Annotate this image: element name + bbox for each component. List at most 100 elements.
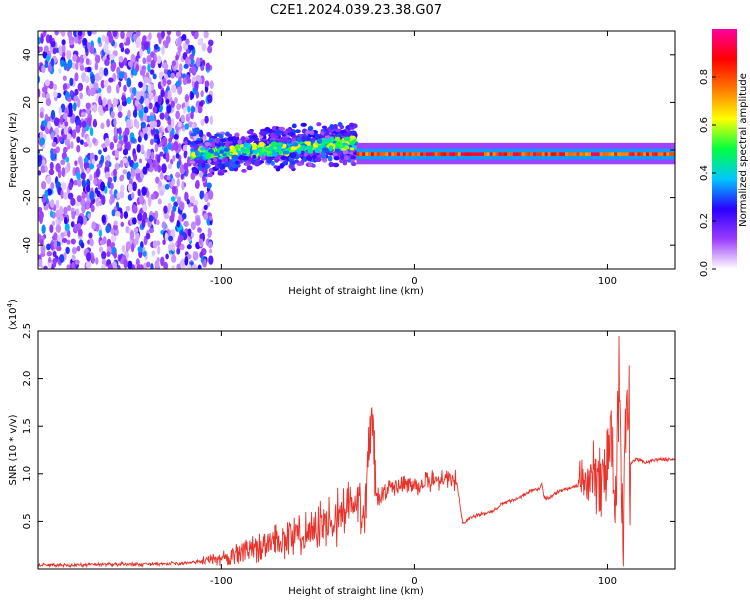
heatmap-cell <box>85 200 90 210</box>
heatmap-cell <box>153 43 159 50</box>
heatmap-cell <box>170 72 176 79</box>
heatmap-cell <box>102 96 107 107</box>
heatmap-cell <box>240 136 246 141</box>
heatmap-cell <box>50 109 56 120</box>
heatmap-cell <box>159 171 164 180</box>
heatmap-cell <box>200 118 205 127</box>
heatmap-cell <box>65 246 70 255</box>
heatmap-cell <box>452 152 456 156</box>
heatmap-cell <box>182 144 188 152</box>
heatmap-cell <box>640 152 644 156</box>
heatmap-cell <box>307 162 313 168</box>
colorbar-tick-label: 0.8 <box>699 69 710 85</box>
heatmap-cell <box>335 133 343 137</box>
heatmap-cell <box>203 213 209 221</box>
heatmap-cell <box>197 158 205 164</box>
heatmap-cell <box>71 211 76 220</box>
heatmap-cell <box>125 119 132 129</box>
heatmap-cell <box>283 130 289 135</box>
heatmap-cell <box>149 138 154 146</box>
heatmap-cell <box>60 182 67 190</box>
heatmap-cell <box>145 233 151 240</box>
heatmap-cell <box>162 40 168 47</box>
heatmap-cell <box>110 242 116 248</box>
heatmap-cell <box>541 152 545 156</box>
heatmap-cell <box>171 242 175 252</box>
heatmap-cell <box>567 152 571 156</box>
heatmap-cell <box>327 155 333 162</box>
heatmap-cell <box>119 42 124 49</box>
heatmap-cell <box>536 152 540 156</box>
heatmap-cell <box>114 228 119 236</box>
snr-y-tick-label: 2.5 <box>22 323 33 339</box>
heatmap-cell <box>41 86 48 93</box>
heatmap-cell <box>130 53 136 63</box>
heatmap-cell <box>193 145 198 151</box>
heatmap-cell <box>205 152 212 158</box>
heatmap-cell <box>50 152 56 161</box>
heatmap-cell <box>118 134 123 141</box>
heatmap-cell <box>157 95 163 105</box>
heatmap-cell <box>41 180 47 190</box>
heatmap-cell <box>305 155 312 161</box>
heatmap-cell <box>53 239 58 250</box>
heatmap-cell <box>160 89 165 98</box>
heatmap-cell <box>63 121 69 127</box>
heatmap-cell <box>187 228 192 237</box>
heatmap-cell <box>138 158 143 164</box>
heatmap-cell <box>131 192 135 200</box>
heatmap-cell <box>101 214 106 224</box>
heatmap-cell <box>320 131 325 136</box>
heatmap-cell <box>94 73 100 82</box>
heatmap-cell <box>206 182 212 189</box>
heatmap-cell <box>301 136 306 142</box>
heatmap-cell <box>43 265 48 269</box>
heatmap-cell <box>224 142 230 148</box>
heatmap-cell <box>150 151 155 160</box>
heatmap-cell <box>333 155 340 161</box>
heatmap-cell <box>109 189 113 196</box>
heatmap-cell <box>130 93 135 101</box>
heatmap-cell <box>166 79 172 86</box>
heatmap-cell <box>115 210 121 217</box>
heatmap-cell <box>276 142 283 146</box>
heatmap-cell <box>68 39 75 46</box>
heatmap-cell <box>556 152 560 156</box>
heatmap-cell <box>240 147 246 152</box>
heatmap-cell <box>159 151 164 157</box>
heatmap-cell <box>143 113 148 122</box>
heatmap-cell <box>75 208 80 217</box>
heatmap-cell <box>65 156 70 163</box>
heatmap-cell <box>144 97 150 106</box>
heatmap-cell <box>88 232 93 239</box>
heatmap-cell <box>48 257 52 263</box>
heatmap-cell <box>599 152 603 156</box>
heatmap-cell <box>530 152 534 156</box>
heatmap-cell <box>359 152 363 156</box>
heatmap-cell <box>197 264 202 269</box>
heatmap-cell <box>88 162 95 170</box>
heatmap-cell <box>120 221 125 227</box>
heatmap-cell <box>190 111 194 120</box>
heatmap-cell <box>135 91 141 101</box>
heatmap-cell <box>605 152 609 156</box>
heatmap-cell <box>391 152 395 156</box>
heatmap-cell <box>564 152 568 156</box>
heatmap-cell <box>67 97 72 103</box>
heatmap-cell <box>74 88 79 96</box>
heatmap-cell <box>142 211 148 220</box>
heatmap-cell <box>454 152 458 156</box>
heatmap-cell <box>136 143 142 153</box>
heatmap-cell <box>79 92 84 100</box>
heatmap-cell <box>74 35 79 44</box>
heatmap-cell <box>213 151 219 157</box>
heatmap-cell <box>483 152 487 156</box>
snr-y-scale-label: (x104) <box>6 299 19 330</box>
heatmap-cell <box>269 132 276 138</box>
heatmap-cell <box>246 165 253 171</box>
heatmap-cell <box>388 152 392 156</box>
heatmap-cell <box>193 204 198 214</box>
colorbar-tick-label: 0.2 <box>699 213 710 229</box>
heatmap-cell <box>49 161 54 171</box>
heatmap-cell <box>107 263 114 269</box>
